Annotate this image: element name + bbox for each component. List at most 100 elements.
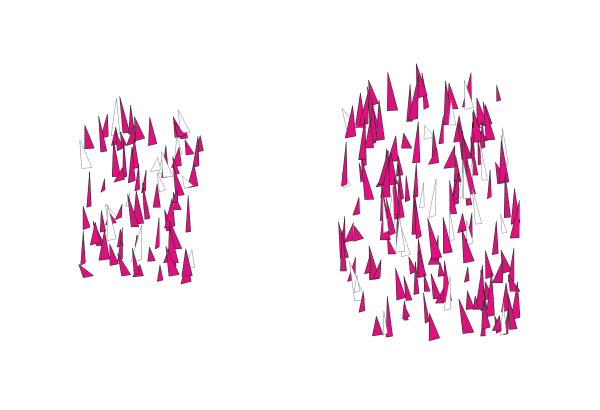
spike bbox=[479, 141, 488, 181]
spike bbox=[415, 63, 428, 99]
spike bbox=[364, 255, 371, 275]
spike bbox=[148, 116, 158, 146]
spike bbox=[111, 140, 121, 178]
spike bbox=[79, 139, 93, 169]
spike bbox=[84, 124, 95, 150]
spike bbox=[161, 151, 174, 178]
spike bbox=[430, 273, 442, 300]
spike bbox=[364, 119, 374, 149]
right-cluster bbox=[338, 63, 521, 342]
spike bbox=[113, 167, 125, 183]
spike bbox=[498, 140, 510, 183]
spike bbox=[375, 99, 385, 141]
spike bbox=[503, 309, 509, 336]
spike bbox=[387, 151, 398, 186]
spike bbox=[465, 220, 474, 246]
spike bbox=[156, 172, 166, 193]
spike bbox=[181, 248, 193, 277]
spike bbox=[178, 109, 191, 134]
spike bbox=[127, 146, 136, 184]
spike bbox=[423, 292, 430, 324]
spike bbox=[419, 182, 425, 208]
spike bbox=[98, 229, 110, 261]
spike bbox=[341, 141, 348, 187]
spike bbox=[509, 200, 520, 239]
spike bbox=[449, 180, 457, 215]
spike bbox=[353, 274, 361, 293]
spike bbox=[165, 246, 180, 277]
spike bbox=[487, 169, 492, 200]
spike bbox=[106, 204, 117, 242]
spike bbox=[485, 271, 495, 318]
spike bbox=[340, 229, 347, 272]
spike bbox=[397, 179, 405, 218]
spike bbox=[119, 96, 131, 134]
spike bbox=[404, 175, 411, 203]
spike bbox=[458, 298, 475, 334]
spike bbox=[171, 189, 179, 204]
spike bbox=[150, 157, 161, 172]
spike bbox=[98, 115, 108, 153]
spike bbox=[89, 222, 101, 246]
spike bbox=[437, 261, 445, 277]
spike bbox=[152, 183, 161, 208]
spike bbox=[80, 230, 86, 266]
spike bbox=[463, 79, 474, 110]
spike bbox=[492, 260, 503, 283]
spike bbox=[173, 166, 185, 197]
spike bbox=[387, 237, 397, 255]
spike bbox=[78, 263, 94, 278]
spike bbox=[115, 204, 123, 221]
spike bbox=[100, 178, 106, 193]
spike bbox=[403, 275, 413, 301]
spike bbox=[174, 121, 186, 138]
spike bbox=[147, 246, 156, 262]
spike bbox=[157, 264, 164, 282]
spike bbox=[510, 281, 521, 320]
spike bbox=[353, 225, 364, 242]
spike bbox=[82, 205, 91, 230]
spike bbox=[438, 115, 444, 145]
left-cluster bbox=[78, 96, 204, 285]
spike bbox=[408, 75, 419, 121]
spike bbox=[449, 206, 455, 242]
spike bbox=[387, 71, 399, 111]
spike bbox=[442, 217, 453, 254]
spike bbox=[385, 295, 393, 338]
spike bbox=[352, 196, 360, 216]
spike bbox=[479, 121, 486, 150]
spike bbox=[418, 250, 427, 279]
spike bbox=[401, 132, 413, 149]
spike bbox=[443, 145, 456, 169]
spike bbox=[472, 295, 479, 311]
spike bbox=[507, 293, 518, 330]
spike bbox=[122, 139, 128, 178]
spike bbox=[154, 217, 160, 250]
spike bbox=[503, 173, 511, 219]
spike bbox=[383, 310, 388, 336]
spike bbox=[402, 304, 411, 319]
spike bbox=[492, 315, 502, 331]
spike bbox=[372, 315, 384, 337]
spike bbox=[475, 265, 486, 310]
spike bbox=[457, 171, 464, 200]
spike bbox=[482, 101, 496, 141]
spike bbox=[491, 220, 499, 256]
spike bbox=[142, 182, 151, 220]
spike bbox=[109, 243, 119, 266]
spike bbox=[496, 84, 502, 102]
spike bbox=[185, 195, 191, 233]
spike bbox=[485, 250, 494, 280]
spike bbox=[395, 268, 406, 301]
spike bbox=[395, 216, 406, 253]
spike bbox=[358, 291, 366, 313]
spike bbox=[472, 187, 482, 225]
spike bbox=[462, 160, 472, 200]
spike bbox=[428, 312, 440, 342]
spike bbox=[134, 116, 146, 142]
spike bbox=[500, 301, 507, 336]
spike bbox=[192, 136, 200, 168]
spike bbox=[427, 217, 442, 260]
